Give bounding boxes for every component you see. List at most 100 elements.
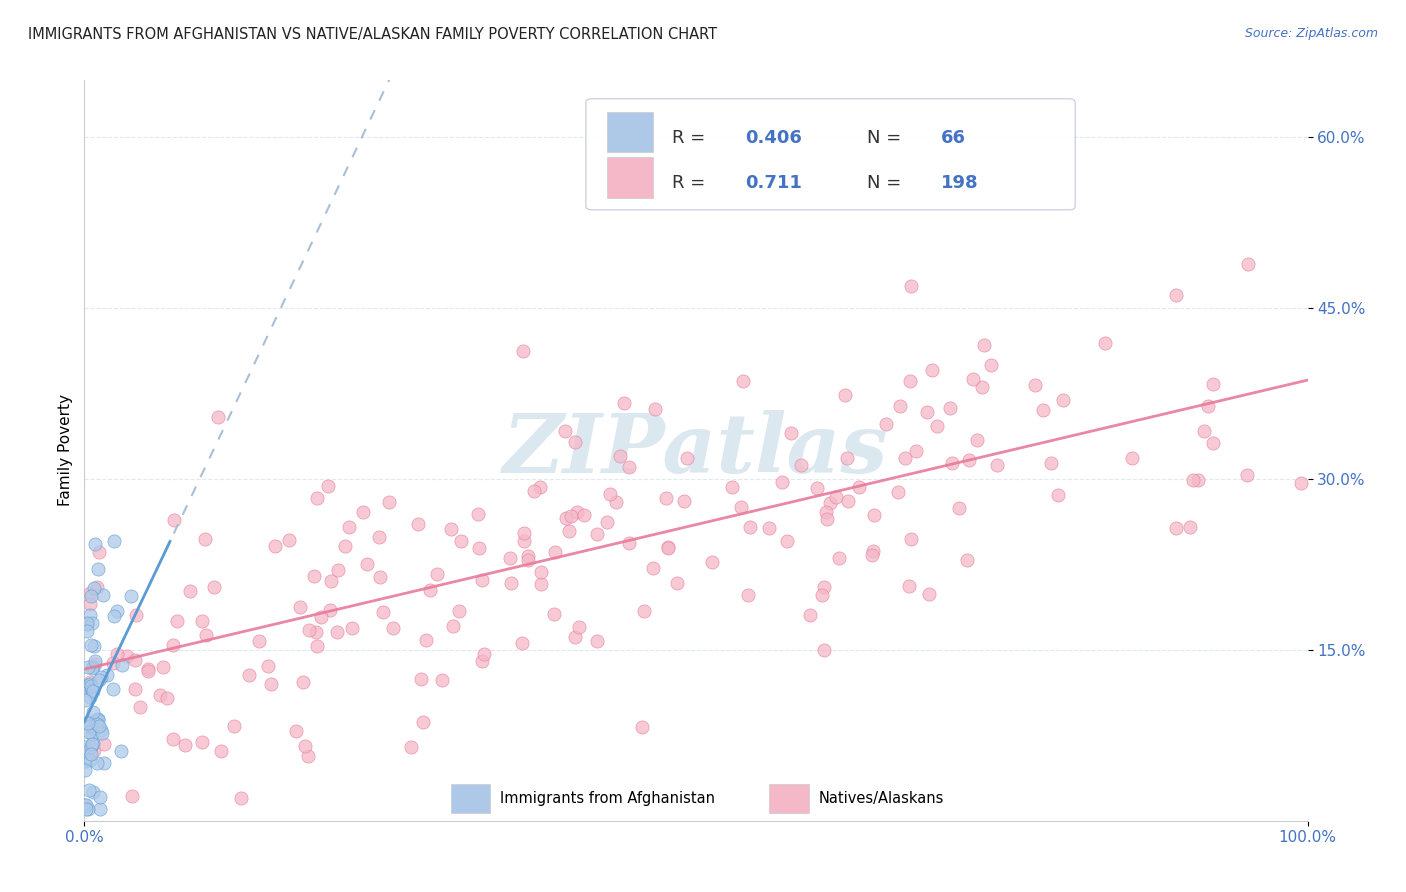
Point — [440, 522, 463, 536]
Point — [565, 505, 588, 519]
Point — [162, 639, 184, 653]
Point — [84, 713, 107, 727]
Point — [430, 673, 453, 688]
Point — [304, 569, 326, 583]
Point — [75, 798, 97, 813]
Point — [319, 574, 342, 588]
Point — [557, 524, 579, 538]
Point — [564, 434, 586, 449]
Point — [89, 790, 111, 805]
Point — [665, 575, 688, 590]
Point — [813, 580, 835, 594]
Point — [815, 512, 838, 526]
Point — [1024, 377, 1046, 392]
Point — [103, 534, 125, 549]
Point — [340, 621, 363, 635]
Point — [644, 401, 666, 416]
Point — [915, 404, 938, 418]
Point — [700, 555, 723, 569]
Point — [83, 639, 105, 653]
Point — [523, 484, 546, 499]
Point — [86, 756, 108, 770]
Point — [371, 605, 394, 619]
Point — [641, 561, 664, 575]
Point — [238, 667, 260, 681]
Point — [585, 526, 607, 541]
Point — [82, 660, 104, 674]
Point — [96, 668, 118, 682]
Bar — [451, 784, 491, 814]
Point — [529, 480, 551, 494]
Point — [1164, 287, 1187, 301]
Point — [111, 657, 134, 672]
Point — [730, 500, 752, 515]
Point — [471, 574, 494, 588]
Point — [87, 714, 110, 728]
Point — [264, 539, 287, 553]
Point — [307, 639, 329, 653]
Point — [1178, 520, 1201, 534]
Point — [900, 279, 922, 293]
Point — [76, 715, 98, 730]
Point — [80, 747, 103, 761]
Point — [986, 458, 1008, 472]
Point — [294, 739, 316, 753]
Point — [510, 636, 533, 650]
Point — [957, 453, 980, 467]
Point — [401, 739, 423, 754]
Point — [77, 714, 100, 729]
Point — [962, 372, 984, 386]
Point — [82, 684, 104, 698]
Point — [897, 579, 920, 593]
Point — [467, 541, 489, 555]
Point — [544, 545, 567, 559]
Point — [630, 720, 652, 734]
Point — [87, 712, 110, 726]
Point — [467, 507, 489, 521]
Point — [900, 374, 922, 388]
Point — [813, 642, 835, 657]
Point — [80, 616, 103, 631]
Point — [1040, 456, 1063, 470]
Point — [554, 425, 576, 439]
Point — [848, 480, 870, 494]
Point — [356, 557, 378, 571]
Point — [818, 496, 841, 510]
Text: 66: 66 — [941, 128, 966, 146]
Point — [202, 581, 225, 595]
Point — [1187, 474, 1209, 488]
Text: N =: N = — [868, 174, 901, 193]
Bar — [606, 112, 654, 153]
Point — [657, 541, 679, 556]
Point — [595, 515, 617, 529]
Point — [530, 577, 553, 591]
Point — [292, 674, 315, 689]
Point — [673, 493, 696, 508]
Point — [941, 456, 963, 470]
Point — [326, 625, 349, 640]
Point — [93, 756, 115, 771]
Point — [82, 721, 104, 735]
Point — [82, 736, 104, 750]
Point — [501, 576, 523, 591]
Point — [530, 565, 553, 579]
Point — [77, 783, 100, 797]
Point — [76, 617, 98, 632]
Point — [790, 458, 813, 472]
Point — [136, 664, 159, 678]
Point — [1291, 476, 1313, 491]
Point — [1202, 376, 1225, 391]
Point — [77, 660, 100, 674]
Point — [125, 607, 148, 622]
Point — [79, 597, 101, 611]
Text: IMMIGRANTS FROM AFGHANISTAN VS NATIVE/ALASKAN FAMILY POVERTY CORRELATION CHART: IMMIGRANTS FROM AFGHANISTAN VS NATIVE/AL… — [28, 27, 717, 42]
Point — [194, 533, 217, 547]
FancyBboxPatch shape — [586, 99, 1076, 210]
Point — [1164, 521, 1187, 535]
Point — [918, 587, 941, 601]
Point — [91, 588, 114, 602]
Point — [82, 661, 104, 675]
Point — [163, 513, 186, 527]
Point — [83, 743, 105, 757]
Point — [179, 584, 201, 599]
